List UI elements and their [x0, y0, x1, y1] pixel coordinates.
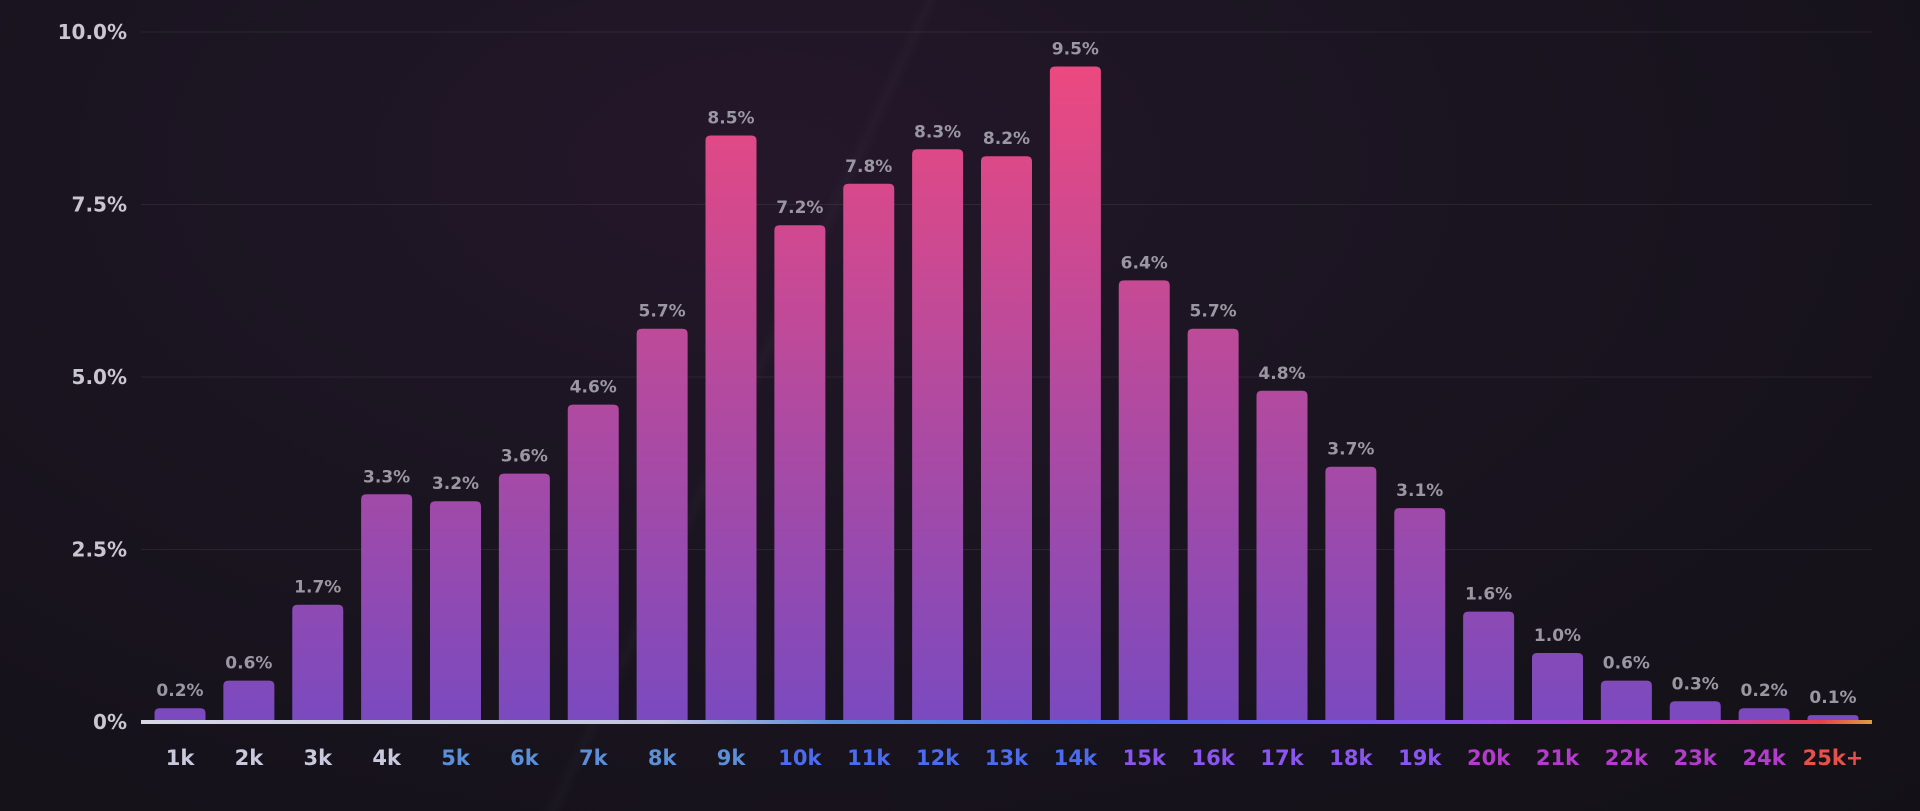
x-tick-label: 21k	[1536, 746, 1580, 770]
x-tick-label: 4k	[372, 746, 402, 770]
bar	[1049, 66, 1101, 722]
data-label: 3.1%	[1396, 481, 1443, 501]
bar	[774, 225, 826, 722]
x-tick-label: 19k	[1398, 746, 1442, 770]
bar	[843, 183, 895, 723]
x-tick-label: 14k	[1054, 746, 1098, 770]
data-label: 3.2%	[432, 474, 479, 494]
data-label: 4.6%	[570, 378, 617, 398]
data-label: 5.7%	[639, 302, 686, 322]
y-tick-label: 10.0%	[58, 20, 127, 44]
x-tick-label: 1k	[166, 746, 196, 770]
x-tick-label: 2k	[235, 746, 265, 770]
bar	[223, 680, 275, 722]
bar	[1532, 653, 1583, 722]
x-tick-label: 11k	[847, 746, 891, 770]
x-tick-label: 7k	[579, 746, 609, 770]
x-tick-label: 25k+	[1803, 746, 1864, 770]
data-label: 1.7%	[294, 578, 341, 598]
y-tick-label: 7.5%	[72, 193, 127, 217]
x-tick-label: 17k	[1260, 746, 1304, 770]
bar	[1463, 611, 1515, 722]
x-tick-label: 3k	[303, 746, 333, 770]
y-tick-label: 0%	[93, 710, 127, 734]
bar	[1118, 280, 1170, 722]
bar	[1669, 701, 1721, 722]
data-label: 0.6%	[1603, 654, 1650, 674]
x-tick-label: 22k	[1605, 746, 1649, 770]
data-label: 4.8%	[1258, 364, 1305, 384]
data-label: 7.8%	[845, 157, 892, 177]
x-axis-baseline	[141, 720, 1872, 724]
bar	[705, 135, 757, 722]
data-label: 0.1%	[1809, 688, 1856, 708]
y-tick-label: 5.0%	[72, 365, 127, 389]
bar	[1256, 390, 1308, 722]
bar	[1394, 508, 1446, 722]
data-label: 7.2%	[776, 198, 823, 218]
data-label: 3.3%	[363, 467, 410, 487]
bar	[361, 494, 413, 722]
x-tick-label: 13k	[985, 746, 1029, 770]
x-tick-label: 18k	[1329, 746, 1373, 770]
x-tick-label: 10k	[778, 746, 822, 770]
bar	[567, 404, 619, 722]
data-label: 1.0%	[1534, 626, 1581, 646]
x-tick-label: 12k	[916, 746, 960, 770]
x-tick-label: 15k	[1123, 746, 1167, 770]
x-tick-label: 23k	[1674, 746, 1718, 770]
data-label: 8.5%	[707, 109, 754, 129]
bar	[912, 149, 964, 723]
y-tick-label: 2.5%	[72, 538, 127, 562]
x-tick-label: 16k	[1192, 746, 1236, 770]
data-label: 8.2%	[983, 129, 1030, 149]
data-label: 3.7%	[1327, 440, 1374, 460]
data-label: 0.6%	[225, 654, 272, 674]
bar	[430, 501, 481, 722]
data-label: 9.5%	[1052, 40, 1099, 60]
bar	[1325, 466, 1377, 722]
data-label: 8.3%	[914, 122, 961, 142]
bar	[1600, 680, 1652, 722]
x-tick-label: 20k	[1467, 746, 1511, 770]
bar	[292, 604, 344, 722]
data-label: 3.6%	[501, 447, 548, 467]
x-tick-label: 6k	[510, 746, 540, 770]
x-tick-label: 8k	[648, 746, 678, 770]
bar	[1738, 708, 1790, 722]
bar	[1187, 328, 1239, 722]
bar	[498, 473, 550, 722]
data-label: 0.3%	[1672, 674, 1719, 694]
data-label: 5.7%	[1190, 302, 1237, 322]
bar	[154, 708, 206, 722]
data-label: 1.6%	[1465, 585, 1512, 605]
bar	[981, 156, 1032, 722]
data-label: 0.2%	[156, 681, 203, 701]
data-label: 6.4%	[1121, 253, 1168, 273]
x-tick-label: 24k	[1743, 746, 1787, 770]
bar	[636, 328, 688, 722]
x-tick-label: 5k	[441, 746, 471, 770]
x-tick-label: 9k	[717, 746, 747, 770]
data-label: 0.2%	[1741, 681, 1788, 701]
